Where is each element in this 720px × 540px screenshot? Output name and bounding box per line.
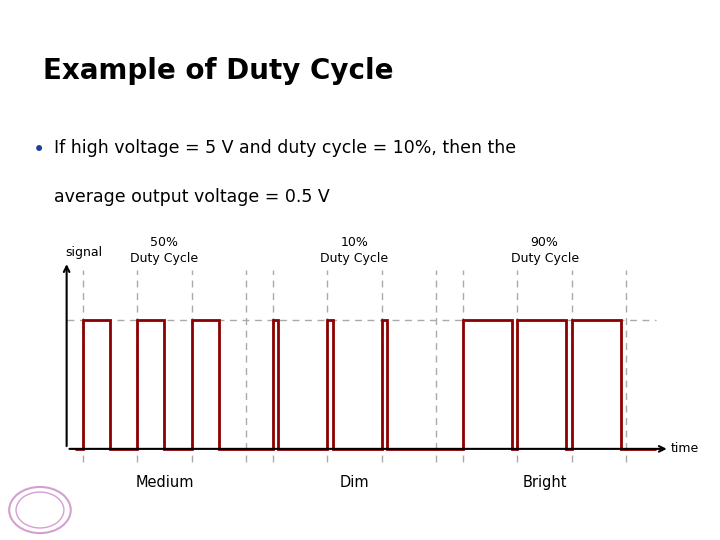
Text: time: time [670,442,699,455]
Text: Example of Duty Cycle: Example of Duty Cycle [43,57,394,85]
Text: Medium: Medium [135,475,194,490]
Text: average output voltage = 0.5 V: average output voltage = 0.5 V [54,188,330,206]
Text: If high voltage = 5 V and duty cycle = 10%, then the: If high voltage = 5 V and duty cycle = 1… [54,139,516,157]
Text: •: • [32,140,45,160]
Text: Bright: Bright [523,475,567,490]
Text: 9: 9 [687,503,698,521]
Text: 10%
Duty Cycle: 10% Duty Cycle [320,236,389,265]
Text: National Tsing Hua University: National Tsing Hua University [112,495,307,508]
Text: Dim: Dim [340,475,369,490]
Text: 50%
Duty Cycle: 50% Duty Cycle [130,236,199,265]
Text: signal: signal [66,246,103,259]
Text: 90%
Duty Cycle: 90% Duty Cycle [510,236,579,265]
